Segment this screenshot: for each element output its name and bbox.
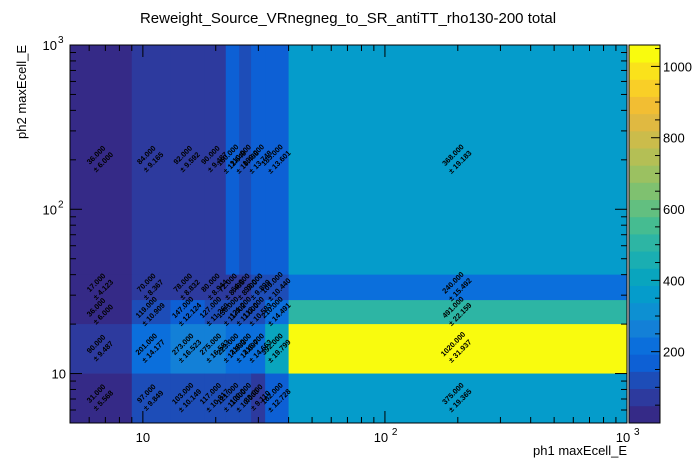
heatmap-cell [170,373,206,424]
heatmap-cell [225,300,240,325]
colorbar-segment [629,354,660,372]
heatmap-cell [288,300,628,325]
heatmap-cell [170,324,206,374]
heatmap-cell [251,324,266,374]
x-tick-label: 10 [374,430,388,445]
colorbar-segment [629,79,660,97]
x-tick-exponent: 2 [392,427,398,438]
colorbar-segment [629,96,660,115]
heatmap-cell [288,373,628,424]
x-tick-exponent: 3 [634,427,640,438]
colorbar-segment [629,268,660,286]
heatmap-cell [265,373,290,424]
colorbar-segment [629,388,660,407]
heatmap-cell [170,300,206,325]
heatmap-cell [265,274,290,301]
heatmap-cell [70,324,133,374]
x-axis-title: ph1 maxEcell_E [533,443,627,458]
colorbar-segment [629,302,660,321]
colorbar-segment [629,165,660,183]
heatmap-cell [225,274,240,301]
colorbar-segment [629,182,660,201]
heatmap-cell [70,274,133,301]
colorbar-segment [629,199,660,218]
heatmap-cell [288,324,628,374]
colorbar-segment [629,62,660,80]
y-tick-label: 10 [43,202,57,217]
heatmap-cell [251,274,266,301]
heatmap-cells [70,45,628,424]
colorbar-tick-label: 1000 [663,59,692,74]
colorbar-segment [629,130,660,149]
heatmap-cell [70,45,133,276]
heatmap-cell [251,300,266,325]
heatmap-cell [265,300,290,325]
heatmap-cell [239,45,252,276]
colorbar-segment [629,234,660,252]
colorbar-tick-label: 400 [663,273,685,288]
heatmap-cell [131,300,171,325]
heatmap-cell [204,45,227,276]
x-tick-label: 10 [136,430,150,445]
heatmap-cell [170,274,206,301]
colorbar-frame [628,44,661,424]
heatmap-cell [204,300,227,325]
colorbar-segment [629,285,660,304]
color-scale-bar: 200 400 600 800 1000 [628,44,692,424]
y-tick-label: 10 [43,38,57,53]
colorbar-segment [629,371,660,390]
heatmap-cell [225,373,240,424]
colorbar-segment [629,251,660,269]
chart-title: Reweight_Source_VRnegneg_to_SR_antiTT_rh… [140,10,556,27]
heatmap-cell [239,373,252,424]
heatmap-cell [239,324,252,374]
colorbar-tick-label: 200 [663,345,685,360]
heatmap-cell [204,274,227,301]
colorbar-segment [629,148,660,166]
heatmap-cell [131,45,171,276]
heatmap-cell [170,45,206,276]
colorbar-segment [629,45,660,63]
colorbar-tick-label: 800 [663,131,685,146]
colorbar-tick-label: 600 [663,202,685,217]
heatmap-cell [251,373,266,424]
heatmap-cell [225,45,240,276]
heatmap-cell [239,274,252,301]
heatmap-cell [265,324,290,374]
heatmap-cell [265,45,290,276]
colorbar-segment [629,319,660,338]
heatmap-cell [225,324,240,374]
plot-frame [69,44,628,424]
heatmap-cell [251,45,266,276]
y-tick-label: 10 [52,367,66,382]
x-axis: 10 10 2 10 3 [69,45,640,445]
heatmap-cell [288,274,628,301]
colorbar-segment [629,405,660,424]
colorbar-segment [629,337,660,355]
heatmap-cell [70,373,133,424]
x-tick-label: 10 [616,430,630,445]
heatmap-cell [239,300,252,325]
heatmap-cell [204,373,227,424]
y-tick-exponent: 2 [58,199,64,210]
heatmap-cell [204,324,227,374]
heatmap-cell [131,373,171,424]
heatmap-cell [131,324,171,374]
heatmap-cell [288,45,628,276]
colorbar-segment [629,113,660,132]
heatmap-cell [70,300,133,325]
colorbar-segment [629,216,660,235]
heatmap-cell [131,274,171,301]
y-tick-exponent: 3 [58,35,64,46]
y-axis-title: ph2 maxEcell_E [14,45,29,139]
